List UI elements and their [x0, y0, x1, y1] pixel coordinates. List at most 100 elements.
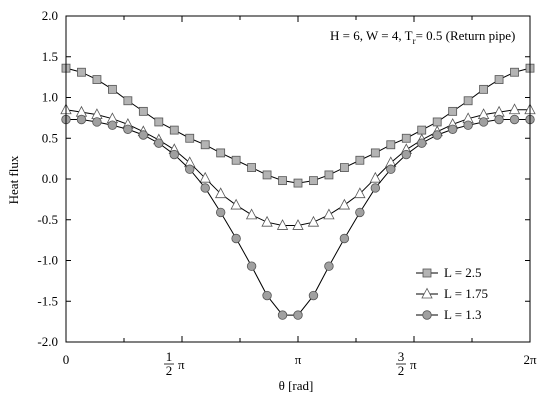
- data-point: [123, 124, 133, 134]
- axes: 2.01.51.00.50.0-0.5-1.0-1.5-2.00 12 π π 32 π 2…: [37, 8, 537, 378]
- data-point: [92, 117, 102, 127]
- x-tick-label: 12 π: [164, 349, 185, 378]
- data-point: [508, 103, 521, 115]
- x-tick-frac-num: 1: [166, 349, 173, 364]
- data-point: [369, 171, 381, 183]
- data-point: [478, 117, 489, 127]
- data-point: [386, 164, 396, 174]
- x-tick-pi: π: [410, 357, 417, 372]
- data-point: [277, 310, 288, 320]
- data-point: [216, 148, 226, 158]
- data-point: [355, 155, 365, 165]
- data-point: [339, 163, 349, 172]
- data-point: [107, 120, 118, 130]
- y-tick-label: -1.0: [37, 253, 58, 268]
- data-point: [169, 149, 179, 160]
- y-tick-label: -0.5: [37, 212, 58, 227]
- annotation-suffix: = 0.5 (Return pipe): [416, 28, 516, 43]
- plot-layer: [60, 63, 536, 320]
- data-point: [309, 176, 318, 186]
- data-point: [138, 130, 149, 140]
- data-point: [185, 164, 195, 174]
- data-point: [123, 96, 133, 106]
- data-point: [338, 198, 351, 210]
- legend-marker: [421, 287, 433, 299]
- data-point: [76, 114, 87, 125]
- y-tick-label: -1.5: [37, 293, 58, 308]
- data-point: [324, 170, 334, 180]
- y-tick-label: 0.0: [42, 171, 58, 186]
- data-point: [339, 233, 350, 244]
- x-tick-label: 32 π: [396, 349, 417, 378]
- legend-item: L = 2.5: [416, 265, 482, 280]
- data-point: [200, 183, 210, 193]
- data-point: [261, 215, 273, 227]
- legend-label: L = 1.75: [444, 286, 488, 301]
- legend-marker: [422, 310, 432, 320]
- y-axis-title: Heat flux: [6, 155, 21, 204]
- data-point: [355, 207, 365, 218]
- legend-item: L = 1.3: [416, 307, 482, 322]
- data-point: [231, 233, 241, 244]
- data-point: [463, 96, 473, 106]
- data-point: [432, 117, 442, 127]
- data-point: [307, 215, 320, 227]
- series-square: [61, 63, 535, 188]
- x-tick-frac-num: 3: [398, 349, 405, 364]
- data-point: [231, 155, 241, 165]
- data-point: [92, 75, 102, 84]
- annotation-subscript: r: [413, 36, 416, 46]
- data-point: [247, 163, 257, 172]
- x-tick-label: 0: [63, 352, 70, 367]
- data-point: [494, 114, 504, 125]
- data-point: [262, 290, 272, 301]
- x-tick-frac-den: 2: [166, 363, 173, 378]
- chart-annotation: H = 6, W = 4, Tr= 0.5 (Return pipe): [330, 28, 515, 46]
- data-point: [293, 310, 303, 320]
- data-point: [510, 67, 519, 77]
- data-point: [308, 290, 319, 301]
- y-tick-label: -2.0: [37, 334, 58, 349]
- data-point: [401, 149, 411, 160]
- legend-label: L = 2.5: [444, 265, 482, 280]
- data-point: [463, 120, 473, 130]
- data-point: [245, 208, 258, 220]
- data-point: [509, 114, 520, 125]
- data-point: [354, 187, 366, 199]
- data-point: [479, 84, 489, 94]
- data-point: [417, 138, 427, 148]
- data-point: [292, 219, 304, 230]
- data-point: [293, 178, 303, 188]
- legend-item: L = 1.75: [416, 286, 488, 301]
- legend-marker: [422, 268, 432, 278]
- data-point: [215, 187, 227, 199]
- data-point: [77, 67, 86, 77]
- series-line: [65, 67, 531, 184]
- data-point: [370, 148, 380, 158]
- data-point: [138, 106, 148, 116]
- data-point: [278, 176, 287, 186]
- data-point: [107, 84, 117, 94]
- data-point: [185, 133, 195, 143]
- data-point: [401, 133, 411, 143]
- data-point: [324, 261, 334, 271]
- data-point: [215, 207, 226, 218]
- y-tick-label: 1.5: [42, 49, 58, 64]
- y-tick-label: 0.5: [42, 130, 58, 145]
- data-point: [262, 170, 272, 180]
- x-tick-label: π: [295, 352, 302, 367]
- x-tick-pi: π: [178, 357, 185, 372]
- data-point: [230, 198, 242, 210]
- legend: L = 2.5 L = 1.75 L = 1.3: [416, 265, 488, 322]
- data-point: [154, 138, 164, 148]
- data-point: [417, 125, 427, 135]
- x-tick-label: 2π: [523, 352, 537, 367]
- data-point: [200, 140, 210, 150]
- data-point: [448, 106, 458, 116]
- y-tick-label: 1.0: [42, 90, 58, 105]
- data-point: [169, 125, 179, 135]
- data-point: [447, 124, 458, 134]
- data-point: [323, 208, 335, 220]
- data-point: [494, 75, 504, 84]
